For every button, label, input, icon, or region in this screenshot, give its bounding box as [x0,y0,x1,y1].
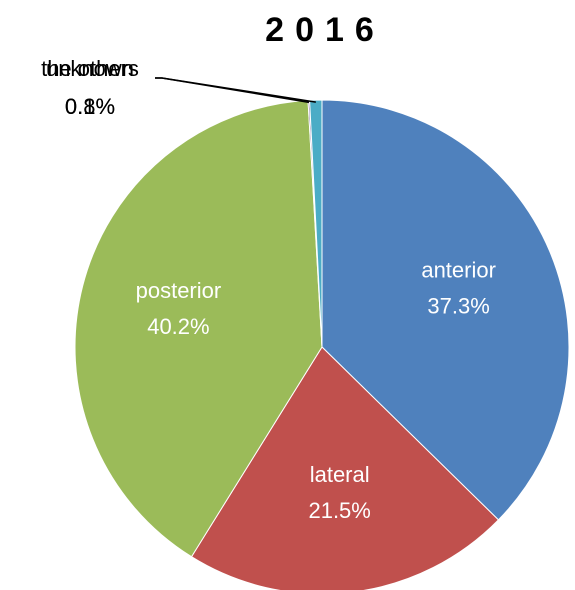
chart-title: 2016 [265,11,385,49]
slice-value-label: 37.3% [427,293,489,318]
slice-value-label: 21.5% [308,498,370,523]
slice-label: lateral [310,462,370,487]
pie-slice [321,99,570,521]
slice-label: the others [41,56,139,81]
slice-value-label: 0.8% [65,94,115,119]
pie-slice [309,99,323,348]
slice-label: anterior [421,257,496,282]
leader-line [155,77,310,104]
leader-line [155,77,316,103]
pie-slice [190,346,500,590]
pie-slice [74,99,323,558]
slice-value-label: 0.1% [65,94,115,119]
slice-label: unknown [46,56,134,81]
slice-label: posterior [136,278,222,303]
slice-value-label: 40.2% [147,314,209,339]
